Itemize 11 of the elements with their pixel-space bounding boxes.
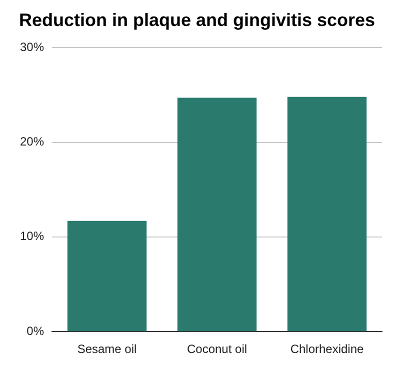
y-tick-label: 0% [26,324,44,338]
y-tick-label: 10% [20,229,44,244]
y-tick-label: 20% [20,134,44,149]
y-tick-label: 30% [20,40,44,54]
bar [287,96,367,332]
x-tick-label: Chlorhexidine [290,342,364,356]
x-tick-label: Coconut oil [186,342,248,356]
chart-title: Reduction in plaque and gingivitis scores [18,10,376,30]
x-tick-label: Sesame oil [77,342,137,356]
bar [67,220,147,332]
bar [177,98,257,332]
